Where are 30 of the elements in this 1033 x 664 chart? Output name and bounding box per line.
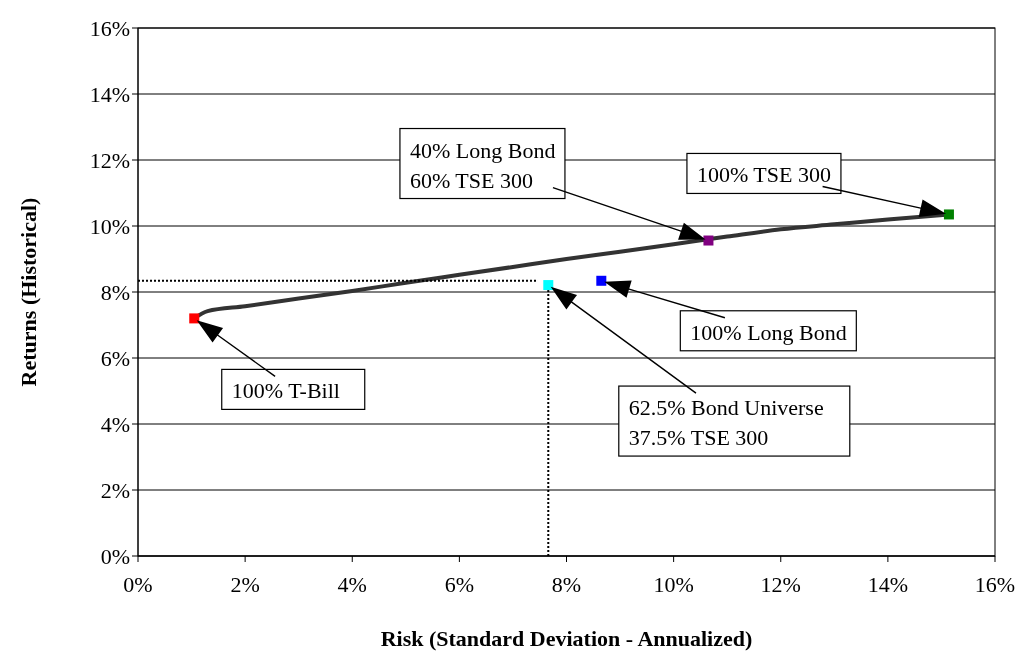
point [543, 280, 554, 291]
x-tick-label: 12% [760, 571, 801, 597]
annotation: 40% Long Bond 60% TSE 300 [409, 137, 556, 193]
y-tick-label: 2% [100, 477, 130, 503]
annotation: 100% TSE 300 [696, 162, 831, 188]
x-tick-label: 6% [444, 571, 475, 597]
y-tick-label: 12% [89, 147, 130, 173]
y-tick-label: 8% [100, 279, 130, 305]
y-tick-label: 16% [89, 15, 130, 41]
y-tick-label: 4% [100, 411, 130, 437]
x-tick-label: 14% [867, 571, 909, 597]
annotation: 100% Long Bond [690, 319, 847, 345]
point [596, 275, 607, 286]
x-tick-label: 2% [230, 571, 260, 597]
x-axis-title: Risk (Standard Deviation - Annualized) [380, 626, 753, 651]
y-tick-label: 10% [89, 213, 130, 239]
x-tick-label: 4% [337, 571, 367, 597]
annotation: 100% T-Bill [231, 378, 340, 404]
x-tick-label: 16% [974, 571, 1016, 597]
y-axis-title: Returns (Historical) [15, 197, 41, 387]
x-tick-label: 8% [551, 571, 582, 597]
point [189, 313, 200, 324]
y-tick-label: 0% [100, 543, 130, 569]
point [943, 209, 954, 220]
x-tick-label: 0% [123, 571, 153, 597]
annotation: 62.5% Bond Universe 37.5% TSE 300 [628, 395, 824, 451]
y-tick-label: 6% [100, 345, 130, 371]
point [703, 235, 714, 246]
x-tick-label: 10% [653, 571, 694, 597]
y-tick-label: 14% [89, 81, 130, 107]
